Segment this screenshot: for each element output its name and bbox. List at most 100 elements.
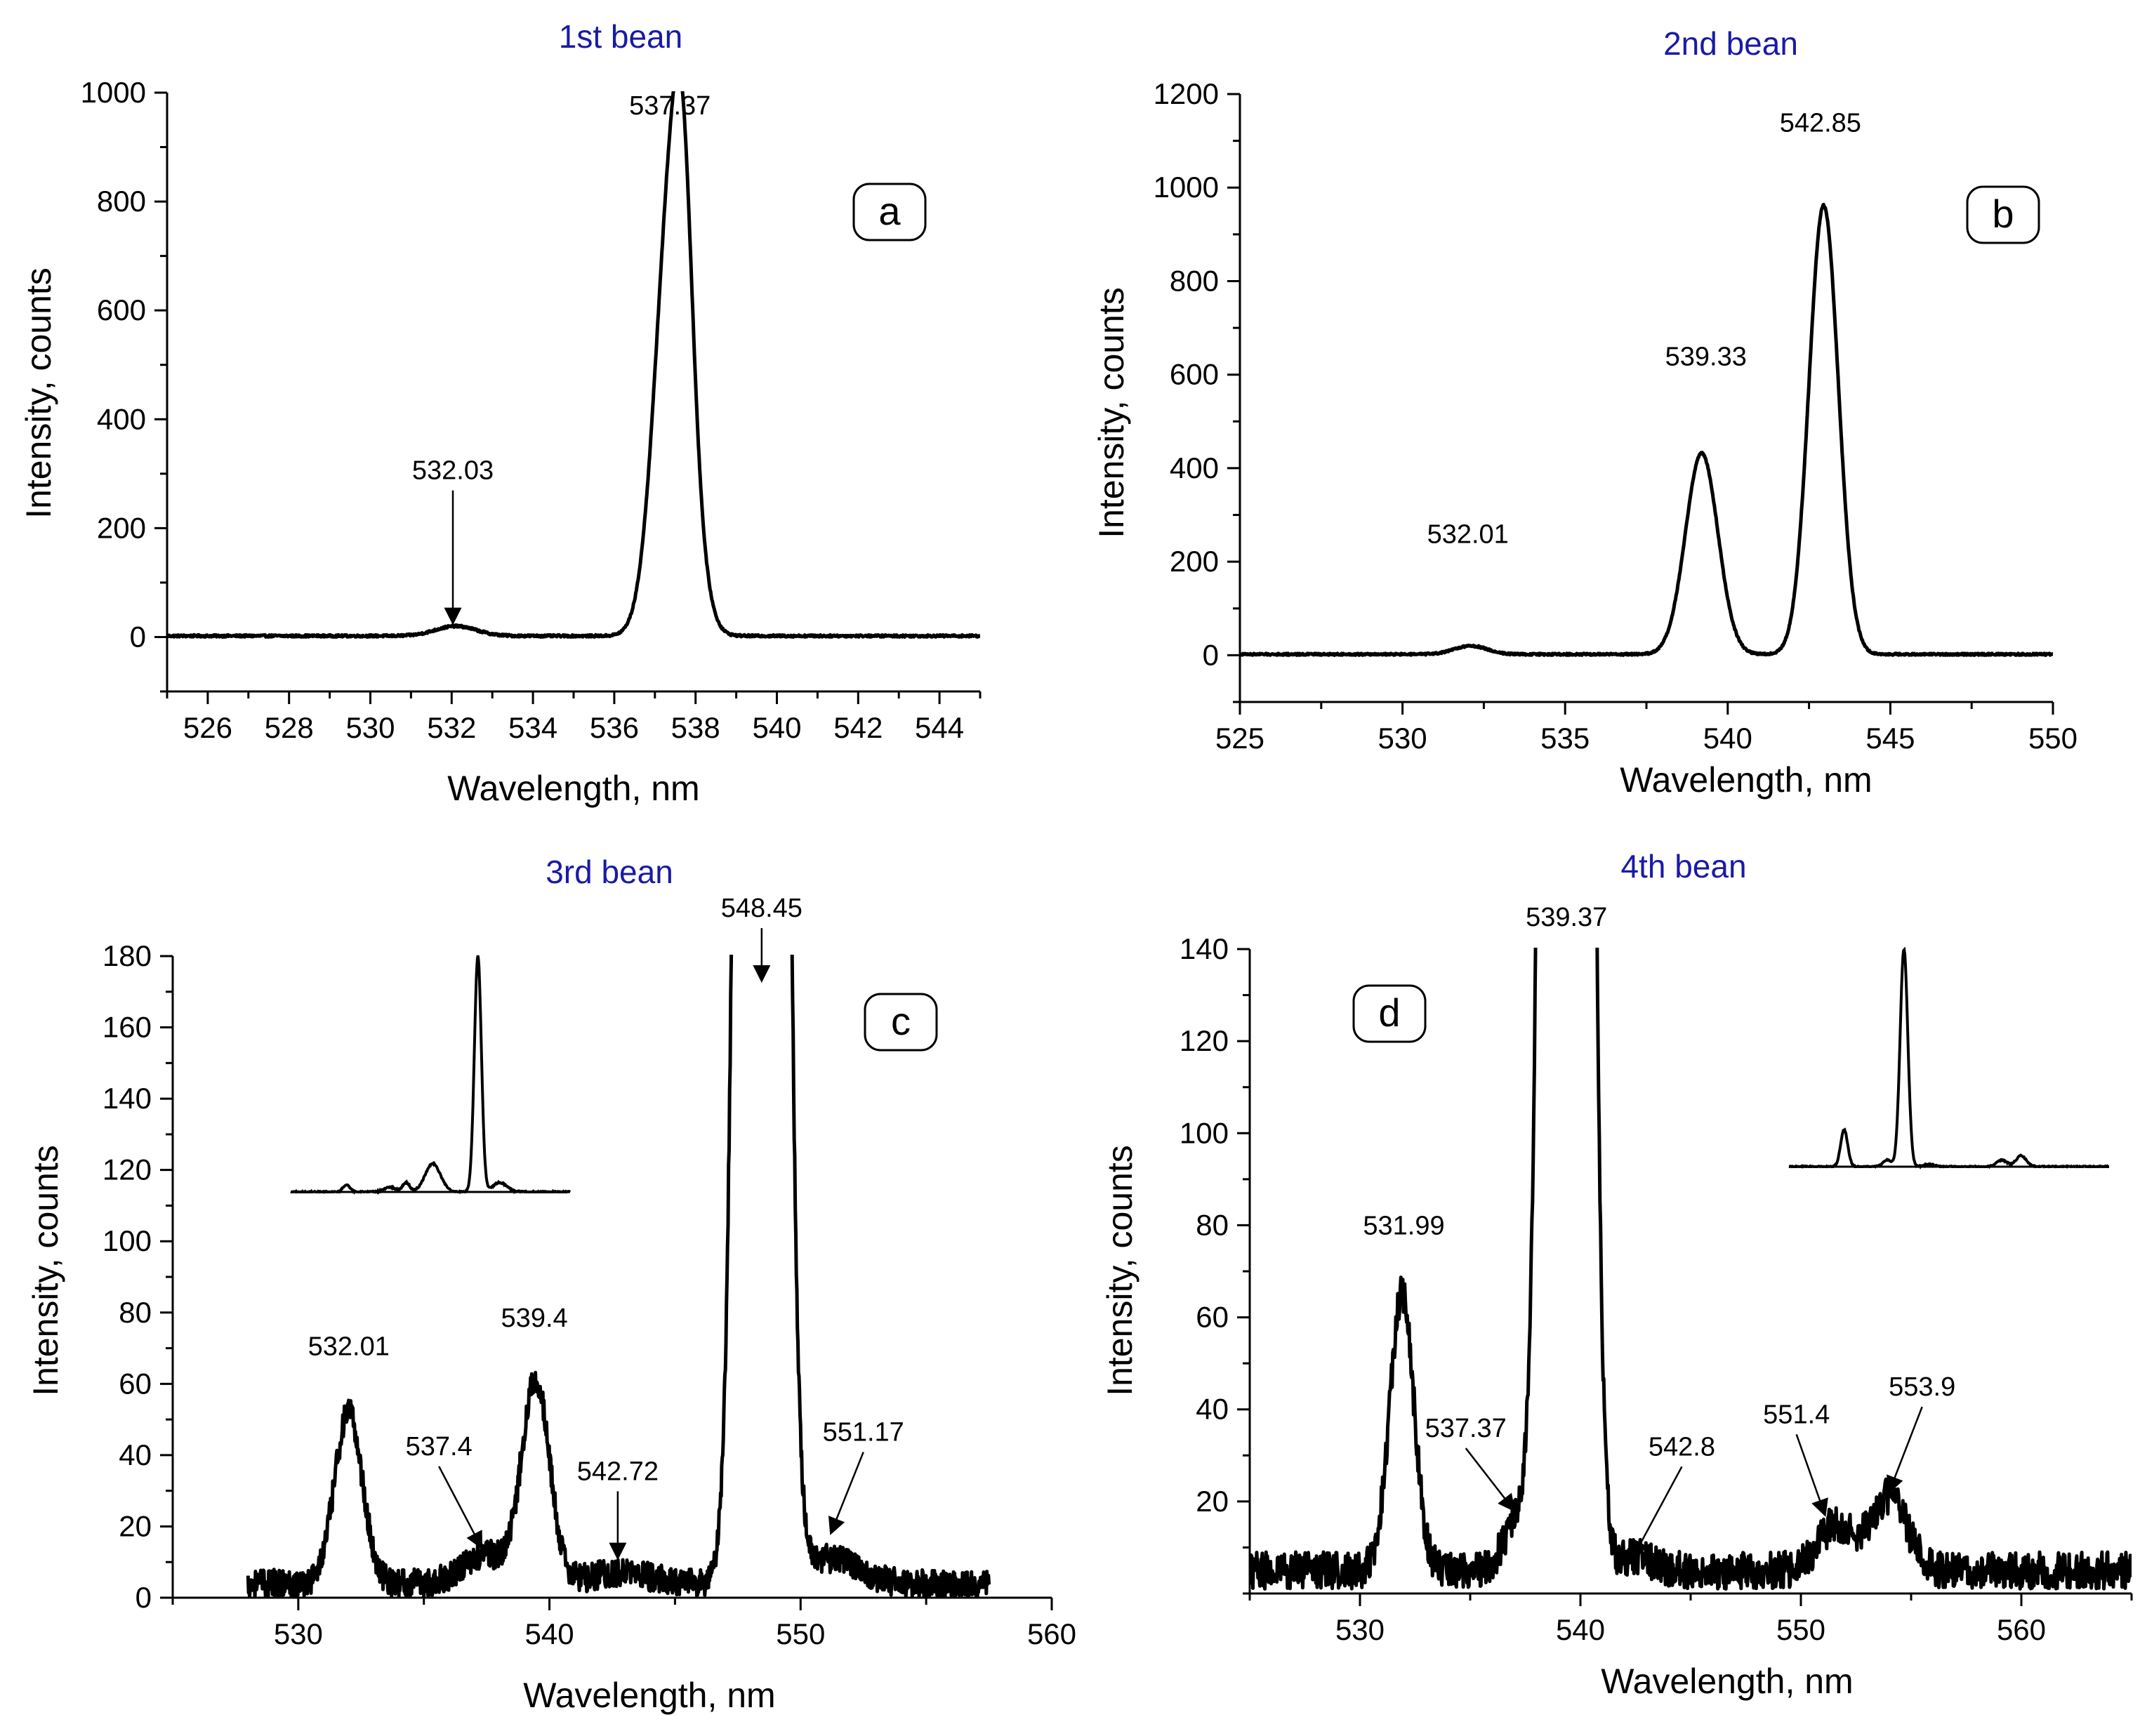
chart-title: 3rd bean [546,854,673,890]
y-axis-label: Intensity, counts [1092,287,1131,538]
chart-title: 1st bean [559,18,682,55]
x-tick-label: 540 [525,1617,574,1650]
x-tick-label: 530 [274,1617,323,1650]
inset-spectrum [290,955,572,1195]
x-tick-label: 542 [833,711,883,744]
data-label: 539.37 [1526,903,1607,932]
y-tick-label: 120 [103,1153,152,1186]
chart-panel-a: 526 528 530 532 534 536 538 540 542 544 0 200 400 600… [81,76,982,744]
y-axis-label: Intensity, counts [19,267,58,519]
x-tick-label: 550 [776,1617,825,1650]
data-label: 532.01 [308,1332,390,1362]
x-tick-label: 545 [1865,722,1915,755]
y-tick-label: 400 [97,402,146,435]
y-tick-label: 0 [1203,638,1219,671]
inset-series [290,955,572,1195]
x-tick-label: 544 [915,711,964,744]
x-tick-label: 526 [183,711,232,744]
x-tick-label: 550 [2028,722,2078,755]
panel-label-box [864,993,938,1052]
y-tick-label: 200 [1170,545,1219,578]
y-tick-label: 0 [130,620,146,653]
y-tick-label: 400 [1170,451,1219,484]
data-label: 539.4 [501,1304,568,1333]
y-tick-label: 1200 [1154,77,1219,110]
chart-panel-b: 525 530 535 540 545 550 0 200 400 600 800 1000 1200 5… [1154,77,2078,755]
inset-spectrum [1788,946,2109,1170]
x-tick-label: 540 [1556,1613,1605,1646]
x-tick-label: 538 [671,711,720,744]
data-label: 542.72 [577,1457,659,1486]
y-tick-label: 40 [119,1438,152,1471]
panel-label: d [1378,990,1400,1035]
annotation-arrow [828,1452,864,1535]
data-label: 537.37 [629,91,711,121]
x-axis-label: Wavelength, nm [1601,1662,1853,1701]
data-label: 531.99 [1363,1212,1444,1241]
y-tick-label: 20 [1196,1485,1229,1518]
y-tick-label: 80 [1196,1208,1229,1241]
chart-title: 2nd bean [1663,25,1798,62]
chart-panel-c: 530 540 550 560 0 20 40 60 80 100 120 140 160 180 532.… [103,894,1076,1650]
y-tick-label: 1000 [81,76,146,109]
y-tick-label: 600 [1170,358,1219,391]
data-label: 553.9 [1889,1372,1955,1402]
data-label: 537.37 [1425,1414,1507,1443]
y-tick-label: 600 [97,293,146,326]
data-label: 537.4 [406,1432,473,1462]
panel-d: 4th bean Wavelength, nm Intensity, count… [1100,848,1854,1701]
panel-label-box [1352,984,1427,1043]
data-label: 551.17 [823,1418,904,1447]
chart-title: 4th bean [1620,848,1746,884]
y-tick-label: 160 [103,1011,152,1044]
x-tick-label: 530 [1378,722,1427,755]
data-label: 548.45 [721,894,802,923]
y-tick-label: 100 [103,1224,152,1257]
panel-label: c [891,999,911,1043]
panel-label-box [1966,185,2040,244]
x-tick-label: 525 [1215,722,1264,755]
y-tick-label: 0 [136,1581,152,1614]
y-tick-label: 180 [103,939,152,972]
y-tick-label: 1000 [1154,171,1219,204]
y-tick-label: 200 [97,511,146,544]
panel-label-box [852,183,927,241]
annotation-arrow [1465,1447,1516,1512]
x-axis-label: Wavelength, nm [1620,760,1872,800]
x-axis-label: Wavelength, nm [523,1676,775,1715]
data-label: 551.4 [1763,1400,1830,1429]
data-label: 539.33 [1665,342,1747,371]
x-tick-label: 550 [1776,1613,1825,1646]
y-tick-label: 140 [103,1082,152,1115]
y-tick-label: 100 [1180,1116,1229,1149]
data-label: 532.01 [1427,520,1509,550]
x-tick-label: 530 [345,711,395,744]
x-tick-label: 530 [1335,1613,1385,1646]
x-axis-label: Wavelength, nm [447,769,699,808]
x-tick-label: 536 [590,711,639,744]
y-tick-label: 800 [1170,264,1219,297]
panel-label: a [878,189,901,233]
y-tick-label: 120 [1180,1024,1229,1057]
panel-b: 2nd bean Wavelength, nm Intensity, count… [1092,25,2040,800]
panel-a: 1st bean Wavelength, nm Intensity, count… [19,18,927,808]
x-tick-label: 540 [1703,722,1752,755]
spectrum-series [167,91,980,639]
y-axis-label: Intensity, counts [1100,1145,1140,1396]
annotation-arrow [1795,1433,1828,1517]
spectrum-series [1250,948,2132,1591]
y-tick-label: 40 [1196,1393,1229,1426]
annotation-arrow [438,1466,483,1550]
data-label: 542.85 [1780,108,1861,138]
spectrum-series [246,955,991,1598]
y-tick-label: 80 [119,1296,152,1329]
y-tick-label: 60 [119,1367,152,1400]
panel-c: 3rd bean Wavelength, nm Intensity, count… [26,854,938,1715]
x-tick-label: 560 [1027,1617,1076,1650]
inset-series [1788,946,2109,1170]
panel-label: b [1992,192,2014,236]
data-label: 542.8 [1649,1432,1715,1462]
x-tick-label: 528 [265,711,314,744]
y-tick-label: 60 [1196,1301,1229,1334]
